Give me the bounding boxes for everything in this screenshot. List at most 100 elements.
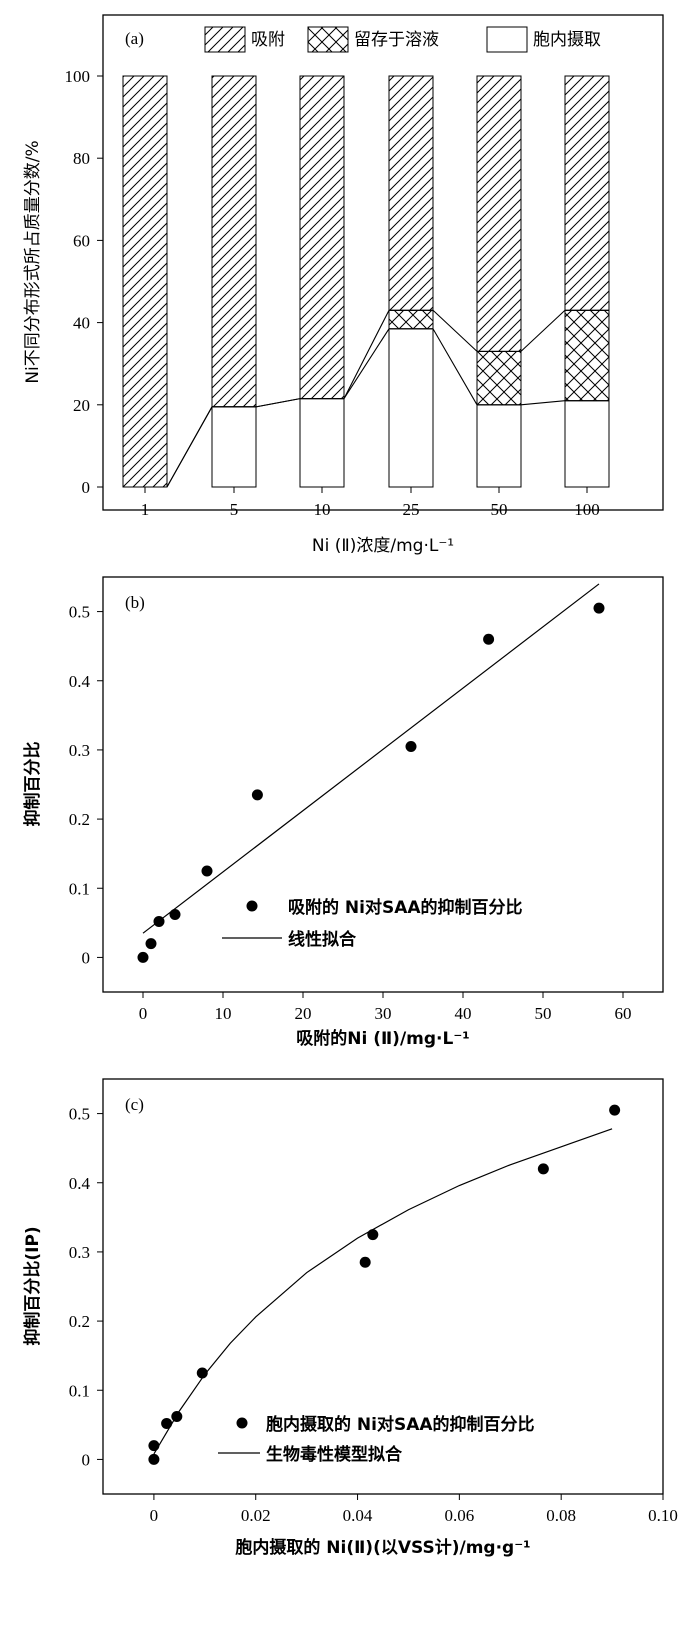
- panel-b-label: (b): [125, 593, 145, 612]
- panel-b-frame: [102, 576, 664, 993]
- y-tick-label-0.3: 0.3: [69, 741, 90, 760]
- panel-a-frame: [102, 14, 664, 511]
- y-tick-label-60: 60: [73, 231, 90, 250]
- data-point-4: [196, 1367, 208, 1379]
- bar-10-series-2: [299, 75, 345, 400]
- fit-line: [142, 583, 600, 934]
- panel-c-y-axis-label: 抑制百分比(IP): [22, 1226, 43, 1345]
- legend-label-solution: 留存于溶液: [354, 30, 439, 50]
- panel-b-scatter-chart: (b) 0 10 20 30 40 50 60 0 0.1 0.2 0.3 0.4 0.5 吸附的 Ni…: [22, 576, 664, 1049]
- panel-a-axis-ticks: 1 5 10 25 50 100 0 20 40 60 80 100: [65, 67, 600, 519]
- data-point-4: [201, 865, 213, 877]
- panel-b-plot: [137, 583, 605, 963]
- x-tick-label-10: 10: [314, 500, 331, 519]
- data-point-1: [145, 938, 157, 950]
- bar-50-series-0: [476, 404, 522, 488]
- bar-100-series-1: [564, 309, 610, 402]
- panel-b-y-axis-label: 抑制百分比: [22, 742, 43, 827]
- panel-c-legend-points-label: 胞内摄取的 Ni对SAA的抑制百分比: [266, 1414, 535, 1435]
- x-tick-label-60: 60: [615, 1004, 632, 1023]
- data-point-8: [609, 1104, 621, 1116]
- x-tick-label-0.08: 0.08: [546, 1506, 576, 1525]
- x-tick-label-0.10: 0.10: [648, 1506, 678, 1525]
- data-point-5: [251, 789, 263, 801]
- legend-label-intracellular: 胞内摄取: [533, 30, 601, 50]
- stack-connector-line-0: [123, 328, 609, 488]
- stack-connector-line-1: [123, 309, 609, 488]
- x-tick-label-25: 25: [403, 500, 420, 519]
- data-point-6: [405, 740, 417, 752]
- panel-b-legend-points-label: 吸附的 Ni对SAA的抑制百分比: [288, 897, 523, 918]
- bar-5-series-2: [211, 75, 257, 408]
- y-tick-label-0.4: 0.4: [69, 672, 91, 691]
- panel-c-label: (c): [125, 1095, 144, 1114]
- y-tick-label-0.5: 0.5: [69, 603, 90, 622]
- bar-50-series-1: [476, 350, 522, 406]
- x-tick-label-0.02: 0.02: [241, 1506, 271, 1525]
- panel-c-plot: [148, 1104, 621, 1465]
- y-tick-label-0.5: 0.5: [69, 1105, 90, 1124]
- panel-c-legend: 胞内摄取的 Ni对SAA的抑制百分比 生物毒性模型拟合: [218, 1414, 535, 1465]
- panel-a-label: (a): [125, 29, 144, 48]
- x-tick-label-0: 0: [139, 1004, 148, 1023]
- y-tick-label-0.1: 0.1: [69, 1381, 90, 1400]
- panel-b-legend-fit-label: 线性拟合: [288, 929, 357, 950]
- bar-1-series-2: [122, 75, 168, 488]
- bar-10-series-0: [299, 398, 345, 488]
- x-tick-label-50: 50: [535, 1004, 552, 1023]
- bar-25-series-1: [388, 309, 434, 330]
- data-point-6: [367, 1229, 379, 1241]
- panel-b-legend-marker: [246, 900, 258, 912]
- fit-line: [153, 1128, 613, 1455]
- x-tick-label-0.06: 0.06: [444, 1506, 474, 1525]
- panel-a-x-axis-label: Ni (Ⅱ)浓度/mg·L⁻¹: [312, 536, 454, 556]
- x-tick-label-40: 40: [455, 1004, 472, 1023]
- x-tick-label-100: 100: [574, 500, 600, 519]
- panel-c-axis-ticks: 0 0.02 0.04 0.06 0.08 0.10 0 0.1 0.2 0.3 0.4 0.5: [69, 1105, 678, 1525]
- legend-swatch-solution: [307, 26, 349, 53]
- bar-100-series-2: [564, 75, 610, 311]
- y-tick-label-0.2: 0.2: [69, 1312, 90, 1331]
- data-point-1: [148, 1440, 160, 1452]
- y-tick-label-0: 0: [82, 1450, 91, 1469]
- x-tick-label-30: 30: [375, 1004, 392, 1023]
- x-tick-label-0: 0: [150, 1506, 159, 1525]
- bar-50-series-2: [476, 75, 522, 352]
- data-point-7: [483, 633, 495, 645]
- panel-b-legend: 吸附的 Ni对SAA的抑制百分比 线性拟合: [222, 897, 523, 950]
- panel-c-x-axis-label: 胞内摄取的 Ni(Ⅱ)(以VSS计)/mg·g⁻¹: [235, 1537, 530, 1558]
- y-tick-label-0: 0: [82, 478, 91, 497]
- legend-swatch-adsorption: [204, 26, 246, 53]
- y-tick-label-0.4: 0.4: [69, 1174, 91, 1193]
- data-point-3: [171, 1411, 183, 1423]
- data-point-2: [153, 915, 165, 927]
- data-point-3: [169, 909, 181, 921]
- y-tick-label-0: 0: [82, 948, 91, 967]
- panel-c-legend-marker: [236, 1417, 248, 1429]
- x-tick-label-5: 5: [230, 500, 239, 519]
- x-tick-label-20: 20: [295, 1004, 312, 1023]
- y-tick-label-100: 100: [65, 67, 91, 86]
- data-point-0: [137, 951, 149, 963]
- bar-100-series-0: [564, 400, 610, 488]
- legend-label-adsorption: 吸附: [251, 30, 285, 50]
- x-tick-label-10: 10: [215, 1004, 232, 1023]
- data-point-0: [148, 1453, 160, 1465]
- data-point-7: [537, 1163, 549, 1175]
- panel-c-legend-fit-label: 生物毒性模型拟合: [266, 1444, 403, 1465]
- x-tick-label-0.04: 0.04: [343, 1506, 373, 1525]
- y-tick-label-20: 20: [73, 396, 90, 415]
- y-tick-label-80: 80: [73, 149, 90, 168]
- bar-25-series-0: [388, 328, 434, 488]
- x-tick-label-1: 1: [141, 500, 150, 519]
- data-point-5: [359, 1256, 371, 1268]
- panel-a-legend: 吸附 留存于溶液 胞内摄取: [204, 26, 601, 53]
- y-tick-label-0.3: 0.3: [69, 1243, 90, 1262]
- panel-a-bars: [122, 75, 610, 488]
- y-tick-label-0.2: 0.2: [69, 810, 90, 829]
- y-tick-label-40: 40: [73, 314, 90, 333]
- panel-c-scatter-chart: (c) 0 0.02 0.04 0.06 0.08 0.10 0 0.1 0.2 0.3 0.4 0.…: [22, 1078, 678, 1558]
- y-tick-label-0.1: 0.1: [69, 879, 90, 898]
- bar-5-series-0: [211, 406, 257, 488]
